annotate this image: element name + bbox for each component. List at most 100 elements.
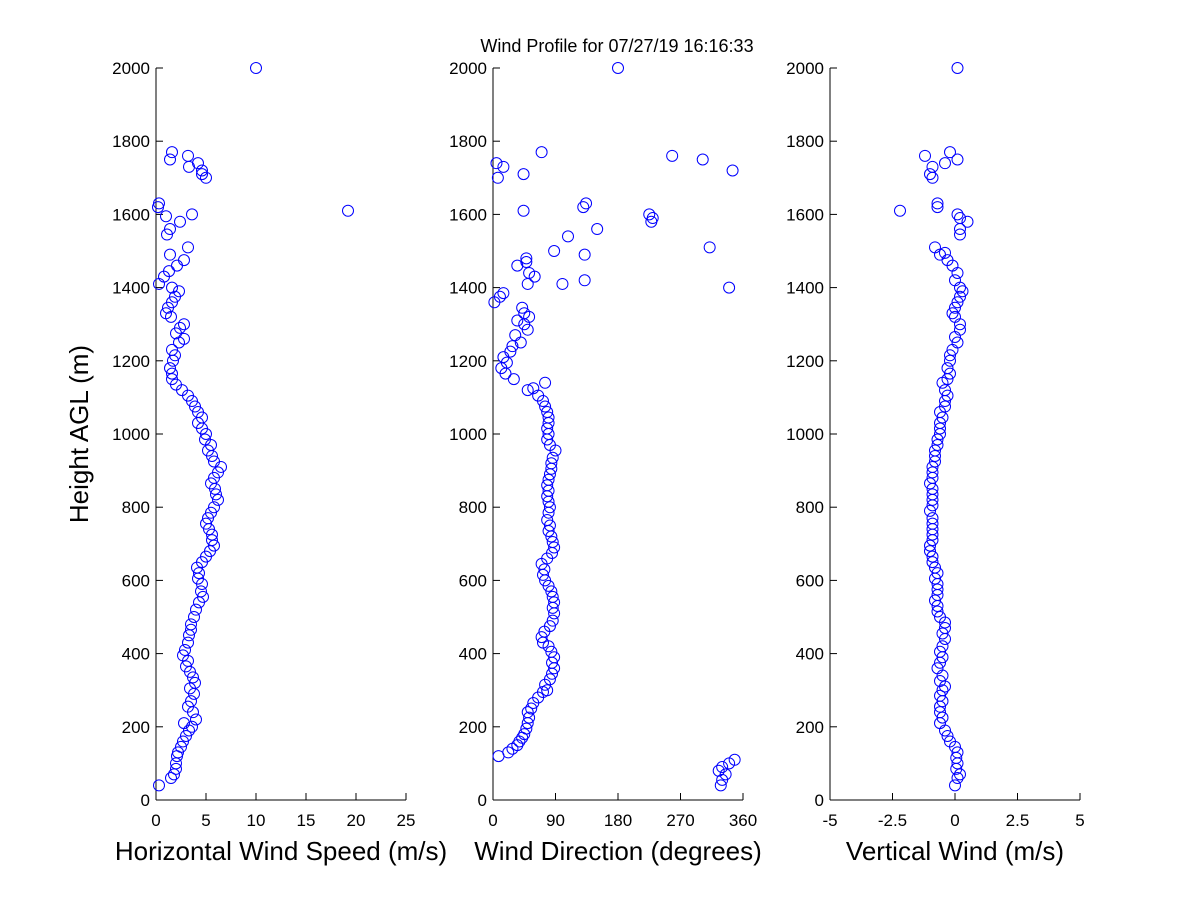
- data-point: [206, 528, 218, 541]
- x-tick-label: 5: [201, 811, 210, 830]
- data-point: [208, 455, 220, 468]
- data-point: [527, 382, 540, 395]
- data-point: [520, 252, 533, 265]
- x-tick-label: 0: [488, 811, 497, 830]
- data-point: [523, 711, 536, 724]
- data-point: [548, 651, 561, 664]
- data-point: [924, 539, 936, 552]
- data-point: [951, 336, 964, 349]
- data-point: [944, 146, 956, 159]
- data-point: [521, 384, 534, 397]
- data-point: [187, 671, 199, 684]
- data-point: [539, 400, 552, 413]
- y-tick-label: 1600: [112, 205, 150, 224]
- data-point: [178, 332, 190, 345]
- data-point: [703, 241, 716, 254]
- data-point: [939, 246, 951, 259]
- y-tick-label: 0: [478, 791, 487, 810]
- data-point: [946, 307, 959, 320]
- data-point: [926, 517, 939, 530]
- data-point: [578, 274, 591, 287]
- x-tick-label: 0: [151, 811, 160, 830]
- data-point: [153, 197, 165, 210]
- data-point: [931, 197, 944, 210]
- data-point: [541, 479, 554, 492]
- x-axis-title: Vertical Wind (m/s): [846, 836, 1064, 866]
- data-point: [178, 318, 190, 331]
- data-point: [926, 160, 939, 173]
- data-point: [182, 700, 194, 713]
- y-tick-label: 1400: [112, 279, 150, 298]
- data-point: [178, 254, 190, 267]
- data-point: [934, 675, 946, 688]
- data-point: [954, 290, 966, 303]
- y-tick-label: 200: [796, 718, 824, 737]
- data-point: [645, 215, 658, 228]
- y-tick-label: 800: [796, 498, 824, 517]
- data-point: [956, 285, 969, 298]
- data-point: [546, 535, 559, 548]
- y-tick-label: 2000: [112, 59, 150, 78]
- data-point: [931, 433, 944, 446]
- data-point: [497, 287, 510, 300]
- y-tick-label: 600: [796, 571, 824, 590]
- data-point: [173, 285, 185, 298]
- data-point: [172, 746, 184, 759]
- x-tick-label: 25: [397, 811, 416, 830]
- y-tick-label: 600: [459, 571, 487, 590]
- data-point: [951, 772, 964, 785]
- data-point: [538, 563, 551, 576]
- data-point: [180, 729, 192, 742]
- data-point: [525, 702, 538, 715]
- data-point: [546, 590, 559, 603]
- x-tick-label: 270: [666, 811, 694, 830]
- data-point: [944, 354, 956, 367]
- data-point: [548, 596, 561, 609]
- data-point: [939, 384, 951, 397]
- data-point: [205, 506, 217, 519]
- data-point: [507, 373, 520, 386]
- data-point: [166, 281, 178, 294]
- x-tick-label: 180: [604, 811, 632, 830]
- y-tick-label: 1400: [449, 279, 487, 298]
- data-point: [212, 493, 224, 506]
- data-point: [178, 717, 190, 730]
- figure-title: Wind Profile for 07/27/19 16:16:33: [480, 36, 753, 56]
- data-point: [186, 208, 198, 221]
- data-point: [195, 585, 207, 598]
- data-point: [164, 362, 176, 375]
- data-point: [714, 779, 727, 792]
- data-point: [926, 556, 939, 569]
- data-point: [949, 274, 961, 287]
- data-point: [939, 157, 951, 170]
- data-point: [894, 204, 906, 217]
- x-tick-label: -2.5: [878, 811, 907, 830]
- data-point: [612, 62, 624, 74]
- data-point: [520, 255, 533, 268]
- data-point: [504, 345, 517, 358]
- data-point: [944, 735, 956, 748]
- x-tick-label: 5: [1075, 811, 1084, 830]
- data-point: [961, 215, 974, 228]
- data-point: [164, 223, 176, 236]
- data-point: [926, 460, 939, 473]
- data-point: [535, 631, 548, 644]
- y-axis-title: Height AGL (m): [64, 345, 94, 523]
- data-point: [929, 241, 941, 254]
- data-point: [941, 389, 954, 402]
- data-point: [545, 585, 558, 598]
- y-tick-label: 200: [122, 718, 150, 737]
- x-tick-label: 360: [729, 811, 757, 830]
- data-point: [190, 713, 202, 726]
- data-point: [539, 376, 552, 389]
- x-tick-label: 20: [347, 811, 366, 830]
- data-point: [182, 636, 194, 649]
- data-point: [535, 146, 548, 159]
- data-point: [548, 541, 561, 554]
- data-point: [562, 230, 574, 243]
- y-tick-label: 1000: [786, 425, 824, 444]
- data-point: [926, 512, 939, 525]
- data-point: [578, 248, 591, 261]
- data-point: [185, 695, 197, 708]
